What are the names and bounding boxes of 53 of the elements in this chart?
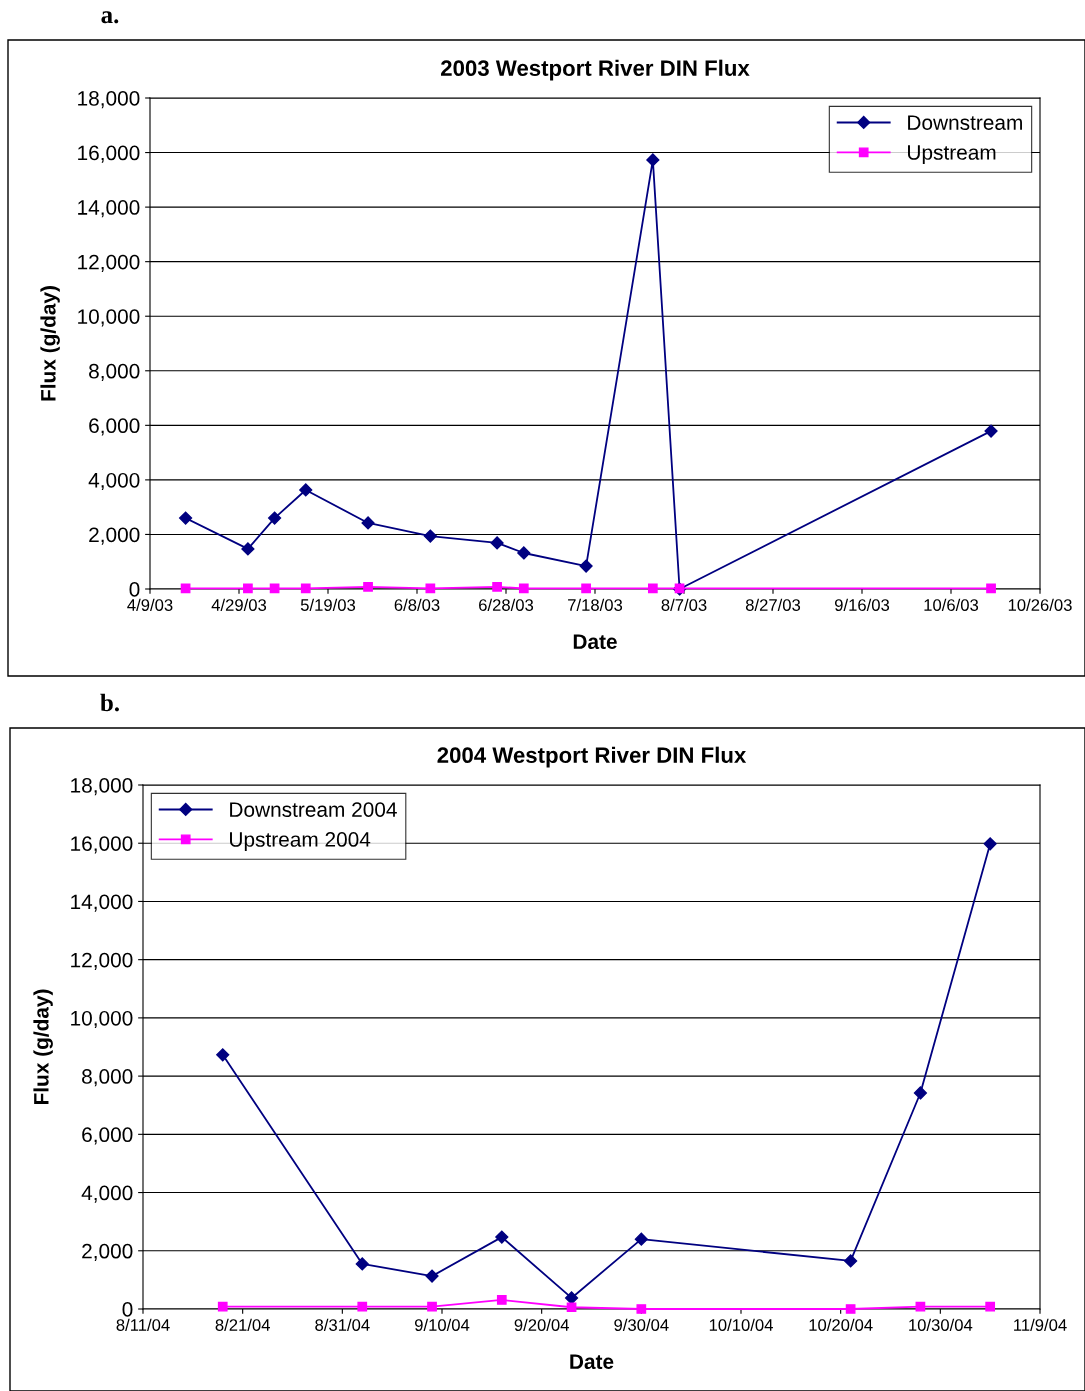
y-tick-label: 16,000 xyxy=(71,836,133,854)
x-tick-label: 4/9/03 xyxy=(127,598,173,611)
x-tick-label: 9/10/04 xyxy=(414,1318,470,1331)
y-tick-label: 8,000 xyxy=(82,1069,133,1087)
x-tick-label: 9/20/04 xyxy=(514,1318,569,1331)
x-tick-label: 10/30/04 xyxy=(909,1318,973,1331)
x-tick-label: 10/10/04 xyxy=(709,1318,773,1331)
legend-label: Upstream xyxy=(908,145,996,164)
x-tick-label: 8/31/04 xyxy=(315,1318,370,1331)
x-tick-label: 8/11/04 xyxy=(116,1318,170,1331)
y-tick-label: 4,000 xyxy=(88,472,140,491)
x-axis-title: Date xyxy=(573,634,617,650)
y-tick-label: 14,000 xyxy=(71,894,133,912)
x-tick-label: 10/20/04 xyxy=(809,1318,873,1331)
chart-title: 2003 Westport River DIN Flux xyxy=(440,59,750,81)
x-tick-label: 8/7/03 xyxy=(661,598,707,611)
x-tick-label: 4/29/03 xyxy=(211,598,267,611)
x-tick-label: 7/18/03 xyxy=(568,598,623,611)
y-tick-label: 2,000 xyxy=(89,527,140,545)
y-tick-label: 14,000 xyxy=(78,200,140,218)
x-tick-label: 8/21/04 xyxy=(215,1318,270,1331)
y-tick-label: 10,000 xyxy=(78,309,140,327)
x-tick-label: 10/26/03 xyxy=(1008,598,1072,611)
x-tick-label: 8/27/03 xyxy=(745,598,801,611)
x-tick-label: 9/30/04 xyxy=(614,1318,669,1331)
y-tick-label: 10,000 xyxy=(71,1010,133,1029)
x-axis-title: Date xyxy=(570,1354,614,1370)
x-tick-label: 6/8/03 xyxy=(394,598,440,611)
x-tick-label: 11/9/04 xyxy=(1014,1318,1067,1331)
text: b. xyxy=(100,693,119,712)
legend-label: Upstream 2004 xyxy=(230,832,371,851)
text: a. xyxy=(101,11,119,24)
x-tick-label: 9/16/03 xyxy=(834,598,890,611)
y-tick-label: 6,000 xyxy=(89,418,140,436)
y-tick-label: 8,000 xyxy=(89,363,140,381)
y-tick-label: 16,000 xyxy=(78,145,140,163)
y-tick-label: 18,000 xyxy=(78,91,140,109)
y-axis-title: Flux (g/day) xyxy=(40,286,60,401)
y-axis-title: Flux (g/day) xyxy=(33,989,53,1105)
chart-title: 2004 Westport River DIN Flux xyxy=(437,746,747,768)
y-tick-label: 18,000 xyxy=(71,778,133,796)
x-tick-label: 5/19/03 xyxy=(300,598,356,611)
y-tick-label: 2,000 xyxy=(82,1243,133,1261)
y-tick-label: 0 xyxy=(122,1302,133,1317)
y-tick-label: 4,000 xyxy=(81,1185,133,1203)
legend-label: Downstream 2004 xyxy=(230,802,397,817)
y-tick-label: 12,000 xyxy=(78,254,140,272)
x-tick-label: 10/6/03 xyxy=(924,598,979,611)
y-tick-label: 12,000 xyxy=(71,952,133,970)
y-tick-label: 6,000 xyxy=(82,1127,133,1145)
x-tick-label: 6/28/03 xyxy=(479,598,534,611)
legend-label: Downstream xyxy=(908,115,1022,130)
y-tick-label: 0 xyxy=(129,582,140,597)
